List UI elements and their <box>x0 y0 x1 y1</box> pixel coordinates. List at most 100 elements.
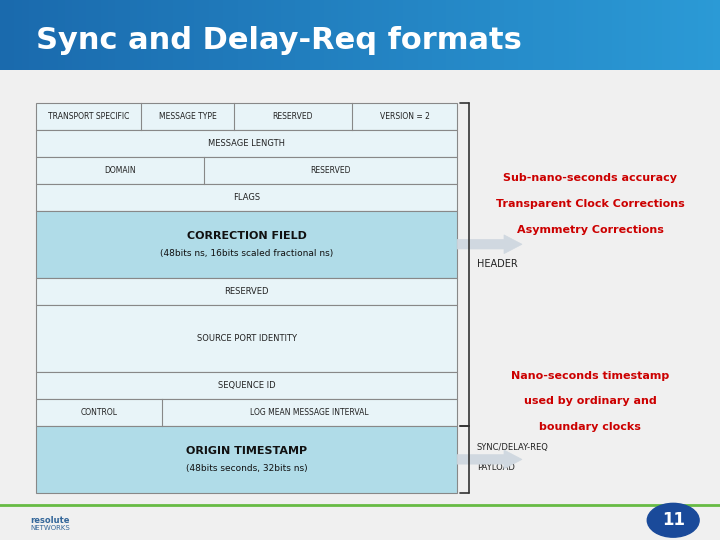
Bar <box>554 0 562 70</box>
FancyArrow shape <box>457 450 522 469</box>
Bar <box>331 0 338 70</box>
Bar <box>130 0 137 70</box>
Bar <box>108 0 115 70</box>
Bar <box>187 0 194 70</box>
Bar <box>180 0 187 70</box>
Bar <box>36 103 457 130</box>
Bar <box>72 0 79 70</box>
Text: ORIGIN TIMESTAMP: ORIGIN TIMESTAMP <box>186 446 307 456</box>
Bar <box>670 0 677 70</box>
Bar <box>173 0 180 70</box>
Bar <box>29 0 36 70</box>
Bar <box>302 0 310 70</box>
Bar <box>223 0 230 70</box>
Bar <box>698 0 706 70</box>
Bar <box>94 0 101 70</box>
Text: (48bits ns, 16bits scaled fractional ns): (48bits ns, 16bits scaled fractional ns) <box>160 248 333 258</box>
Text: used by ordinary and: used by ordinary and <box>524 396 657 407</box>
Bar <box>511 0 518 70</box>
Bar <box>410 0 418 70</box>
Text: VERSION = 2: VERSION = 2 <box>379 112 430 121</box>
Bar <box>439 0 446 70</box>
Bar <box>259 0 266 70</box>
Bar <box>655 0 662 70</box>
Text: (48bits seconds, 32bits ns): (48bits seconds, 32bits ns) <box>186 464 307 472</box>
Bar <box>382 0 389 70</box>
Bar <box>360 0 367 70</box>
Bar <box>288 0 295 70</box>
Text: 11: 11 <box>662 511 685 529</box>
Text: MESSAGE TYPE: MESSAGE TYPE <box>158 112 217 121</box>
Bar <box>576 0 583 70</box>
Text: LOG MEAN MESSAGE INTERVAL: LOG MEAN MESSAGE INTERVAL <box>251 408 369 417</box>
Bar <box>238 0 245 70</box>
Bar <box>36 211 457 278</box>
Bar <box>590 0 598 70</box>
Bar <box>374 0 382 70</box>
Text: Nano-seconds timestamp: Nano-seconds timestamp <box>511 370 670 381</box>
Bar <box>209 0 216 70</box>
Text: SOURCE PORT IDENTITY: SOURCE PORT IDENTITY <box>197 334 297 343</box>
Circle shape <box>647 503 699 537</box>
Bar <box>36 130 457 157</box>
Bar <box>526 0 533 70</box>
Bar <box>295 0 302 70</box>
Bar <box>50 0 58 70</box>
Bar <box>36 372 457 399</box>
Text: FLAGS: FLAGS <box>233 193 260 202</box>
Bar <box>533 0 540 70</box>
Bar <box>58 0 65 70</box>
Bar <box>194 0 202 70</box>
Bar <box>425 0 432 70</box>
Bar <box>36 157 457 184</box>
Bar <box>86 0 94 70</box>
Bar <box>65 0 72 70</box>
Text: RESERVED: RESERVED <box>273 112 313 121</box>
Text: resolute: resolute <box>31 516 70 525</box>
Bar <box>612 0 619 70</box>
Text: RESERVED: RESERVED <box>310 166 351 175</box>
Text: MESSAGE LENGTH: MESSAGE LENGTH <box>208 139 285 148</box>
Bar <box>36 184 457 211</box>
Text: SYNC/DELAY-REQ: SYNC/DELAY-REQ <box>477 443 549 452</box>
Bar <box>36 278 457 305</box>
Bar <box>490 0 497 70</box>
Bar <box>36 305 457 372</box>
Text: CONTROL: CONTROL <box>81 408 117 417</box>
Bar <box>583 0 590 70</box>
Bar <box>144 0 151 70</box>
Bar <box>626 0 634 70</box>
Bar <box>324 0 331 70</box>
Bar <box>446 0 454 70</box>
Bar <box>36 0 43 70</box>
Bar <box>504 0 511 70</box>
Bar <box>562 0 569 70</box>
Text: Sub-nano-seconds accuracy: Sub-nano-seconds accuracy <box>503 173 678 183</box>
Text: TRANSPORT SPECIFIC: TRANSPORT SPECIFIC <box>48 112 130 121</box>
Bar <box>14 0 22 70</box>
Text: RESERVED: RESERVED <box>225 287 269 296</box>
Bar <box>418 0 425 70</box>
Bar <box>396 0 403 70</box>
Bar <box>281 0 288 70</box>
Bar <box>432 0 439 70</box>
Bar <box>36 426 457 493</box>
Bar <box>101 0 108 70</box>
Bar <box>691 0 698 70</box>
Bar <box>461 0 468 70</box>
Bar <box>79 0 86 70</box>
Bar <box>677 0 684 70</box>
Bar <box>648 0 655 70</box>
Bar <box>122 0 130 70</box>
Text: PAYLOAD: PAYLOAD <box>477 463 515 472</box>
Bar <box>482 0 490 70</box>
Text: Sync and Delay-Req formats: Sync and Delay-Req formats <box>36 26 522 55</box>
Bar <box>713 0 720 70</box>
Bar <box>367 0 374 70</box>
Bar <box>389 0 396 70</box>
Bar <box>43 0 50 70</box>
Bar <box>662 0 670 70</box>
Text: HEADER: HEADER <box>477 259 518 269</box>
Bar <box>684 0 691 70</box>
Bar <box>151 0 158 70</box>
